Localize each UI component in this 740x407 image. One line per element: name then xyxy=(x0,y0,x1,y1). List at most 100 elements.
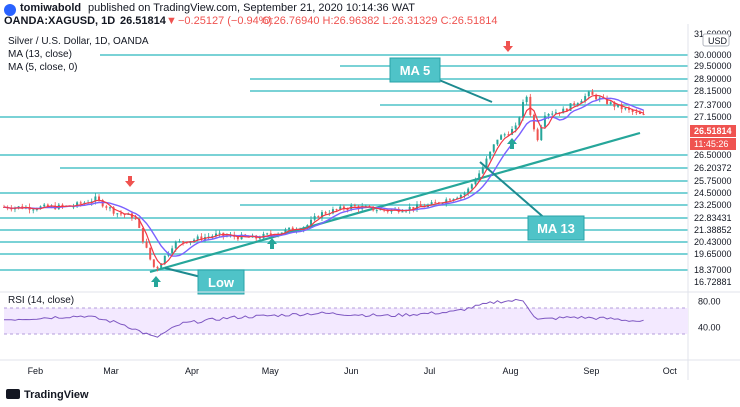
ma13-line xyxy=(3,97,644,257)
candle xyxy=(500,134,503,140)
candle xyxy=(525,95,528,105)
candle xyxy=(156,265,159,272)
candle-body xyxy=(182,241,185,243)
candle-body xyxy=(372,206,375,211)
candle xyxy=(331,206,334,215)
candle-body xyxy=(317,216,320,218)
time-tick-label: Oct xyxy=(663,366,678,376)
candle-body xyxy=(554,112,557,114)
down-arrow-icon xyxy=(503,41,513,52)
price-tick-label: 26.20372 xyxy=(694,163,732,173)
candle xyxy=(218,230,221,237)
ma5-annotation-label: MA 5 xyxy=(400,63,431,78)
author-name[interactable]: tomiwabold xyxy=(20,2,82,14)
candle-body xyxy=(236,236,239,240)
candle-body xyxy=(540,126,543,141)
price-tick: 23.25000 xyxy=(694,200,732,210)
time-tick-label: Mar xyxy=(103,366,119,376)
candle-body xyxy=(46,204,49,207)
candle-body xyxy=(532,114,535,130)
candle xyxy=(353,203,356,207)
currency-button[interactable] xyxy=(702,33,730,47)
price-tick-label: 25.75000 xyxy=(694,176,732,186)
candle-body xyxy=(134,218,137,220)
candle-body xyxy=(339,206,342,210)
price-tick-label: 19.65000 xyxy=(694,249,732,259)
price-tick-label: 18.37000 xyxy=(694,265,732,275)
candle-body xyxy=(141,227,144,242)
candle xyxy=(543,112,546,130)
ma5-legend[interactable]: MA (5, close, 0) xyxy=(8,62,77,73)
candle xyxy=(149,247,152,261)
candle xyxy=(624,107,627,111)
candle-body xyxy=(474,179,477,185)
ma13-legend[interactable]: MA (13, close) xyxy=(8,49,72,60)
candle xyxy=(489,151,492,161)
candle xyxy=(105,204,108,211)
candle-body xyxy=(522,102,525,118)
price-tick-label: 22.83431 xyxy=(694,213,732,223)
price-tick: 19.65000 xyxy=(694,249,732,259)
candle-body xyxy=(291,227,294,231)
time-tick-label: Jul xyxy=(424,366,436,376)
candle-body xyxy=(452,198,455,201)
candle-body xyxy=(638,112,641,114)
author-avatar[interactable] xyxy=(4,4,16,16)
candle-body xyxy=(573,103,576,105)
tradingview-logo[interactable]: TradingView xyxy=(6,389,89,401)
candle-body xyxy=(463,193,466,195)
candle-body xyxy=(138,218,141,228)
candle-body xyxy=(408,206,411,211)
candle-body xyxy=(61,204,64,207)
candle-body xyxy=(299,229,302,231)
last-price: 26.51814 xyxy=(120,15,166,27)
candle-body xyxy=(609,102,612,104)
candle xyxy=(485,156,488,169)
candle-body xyxy=(441,203,444,205)
chart-title: Silver / U.S. Dollar, 1D, OANDA xyxy=(8,36,149,47)
candle xyxy=(481,165,484,175)
candle-body xyxy=(375,210,378,212)
candle-body xyxy=(434,202,437,204)
candle-body xyxy=(266,233,269,235)
candle xyxy=(503,132,506,138)
candle xyxy=(620,101,623,113)
brand-label: TradingView xyxy=(24,389,89,401)
up-arrow-icon xyxy=(151,276,161,287)
price-tick-label: 26.50000 xyxy=(694,150,732,160)
low-annotation-box xyxy=(197,269,245,295)
low-annotation-label: Low xyxy=(208,275,235,290)
candle xyxy=(101,198,104,208)
candle-body xyxy=(94,196,97,202)
price-tick: 30.00000 xyxy=(694,50,732,60)
candle xyxy=(116,212,119,218)
candle-body xyxy=(178,241,181,243)
candle-body xyxy=(156,266,159,269)
price-tick: 20.43000 xyxy=(694,237,732,247)
candle-body xyxy=(35,209,38,211)
candle-body xyxy=(606,98,609,104)
candle-body xyxy=(112,207,115,214)
candle-body xyxy=(401,211,404,213)
candle-body xyxy=(525,96,528,103)
price-tick: 22.83431 xyxy=(694,213,732,223)
candle-body xyxy=(481,167,484,174)
price-tick: 28.15000 xyxy=(694,86,732,96)
candle-body xyxy=(536,129,539,141)
price-tick: 25.75000 xyxy=(694,176,732,186)
candle-body xyxy=(320,212,323,218)
candle-body xyxy=(595,94,598,100)
candle xyxy=(554,109,557,114)
candle-body xyxy=(459,194,462,198)
candle xyxy=(434,199,437,204)
candle xyxy=(635,108,638,116)
price-tick-label: 20.43000 xyxy=(694,237,732,247)
candle xyxy=(200,233,203,243)
rsi-band xyxy=(4,308,688,334)
down-arrow-icon xyxy=(125,176,135,187)
up-arrow-icon xyxy=(267,238,277,249)
candle xyxy=(492,144,495,154)
price-tick: 18.37000 xyxy=(694,265,732,275)
candle-body xyxy=(149,247,152,260)
